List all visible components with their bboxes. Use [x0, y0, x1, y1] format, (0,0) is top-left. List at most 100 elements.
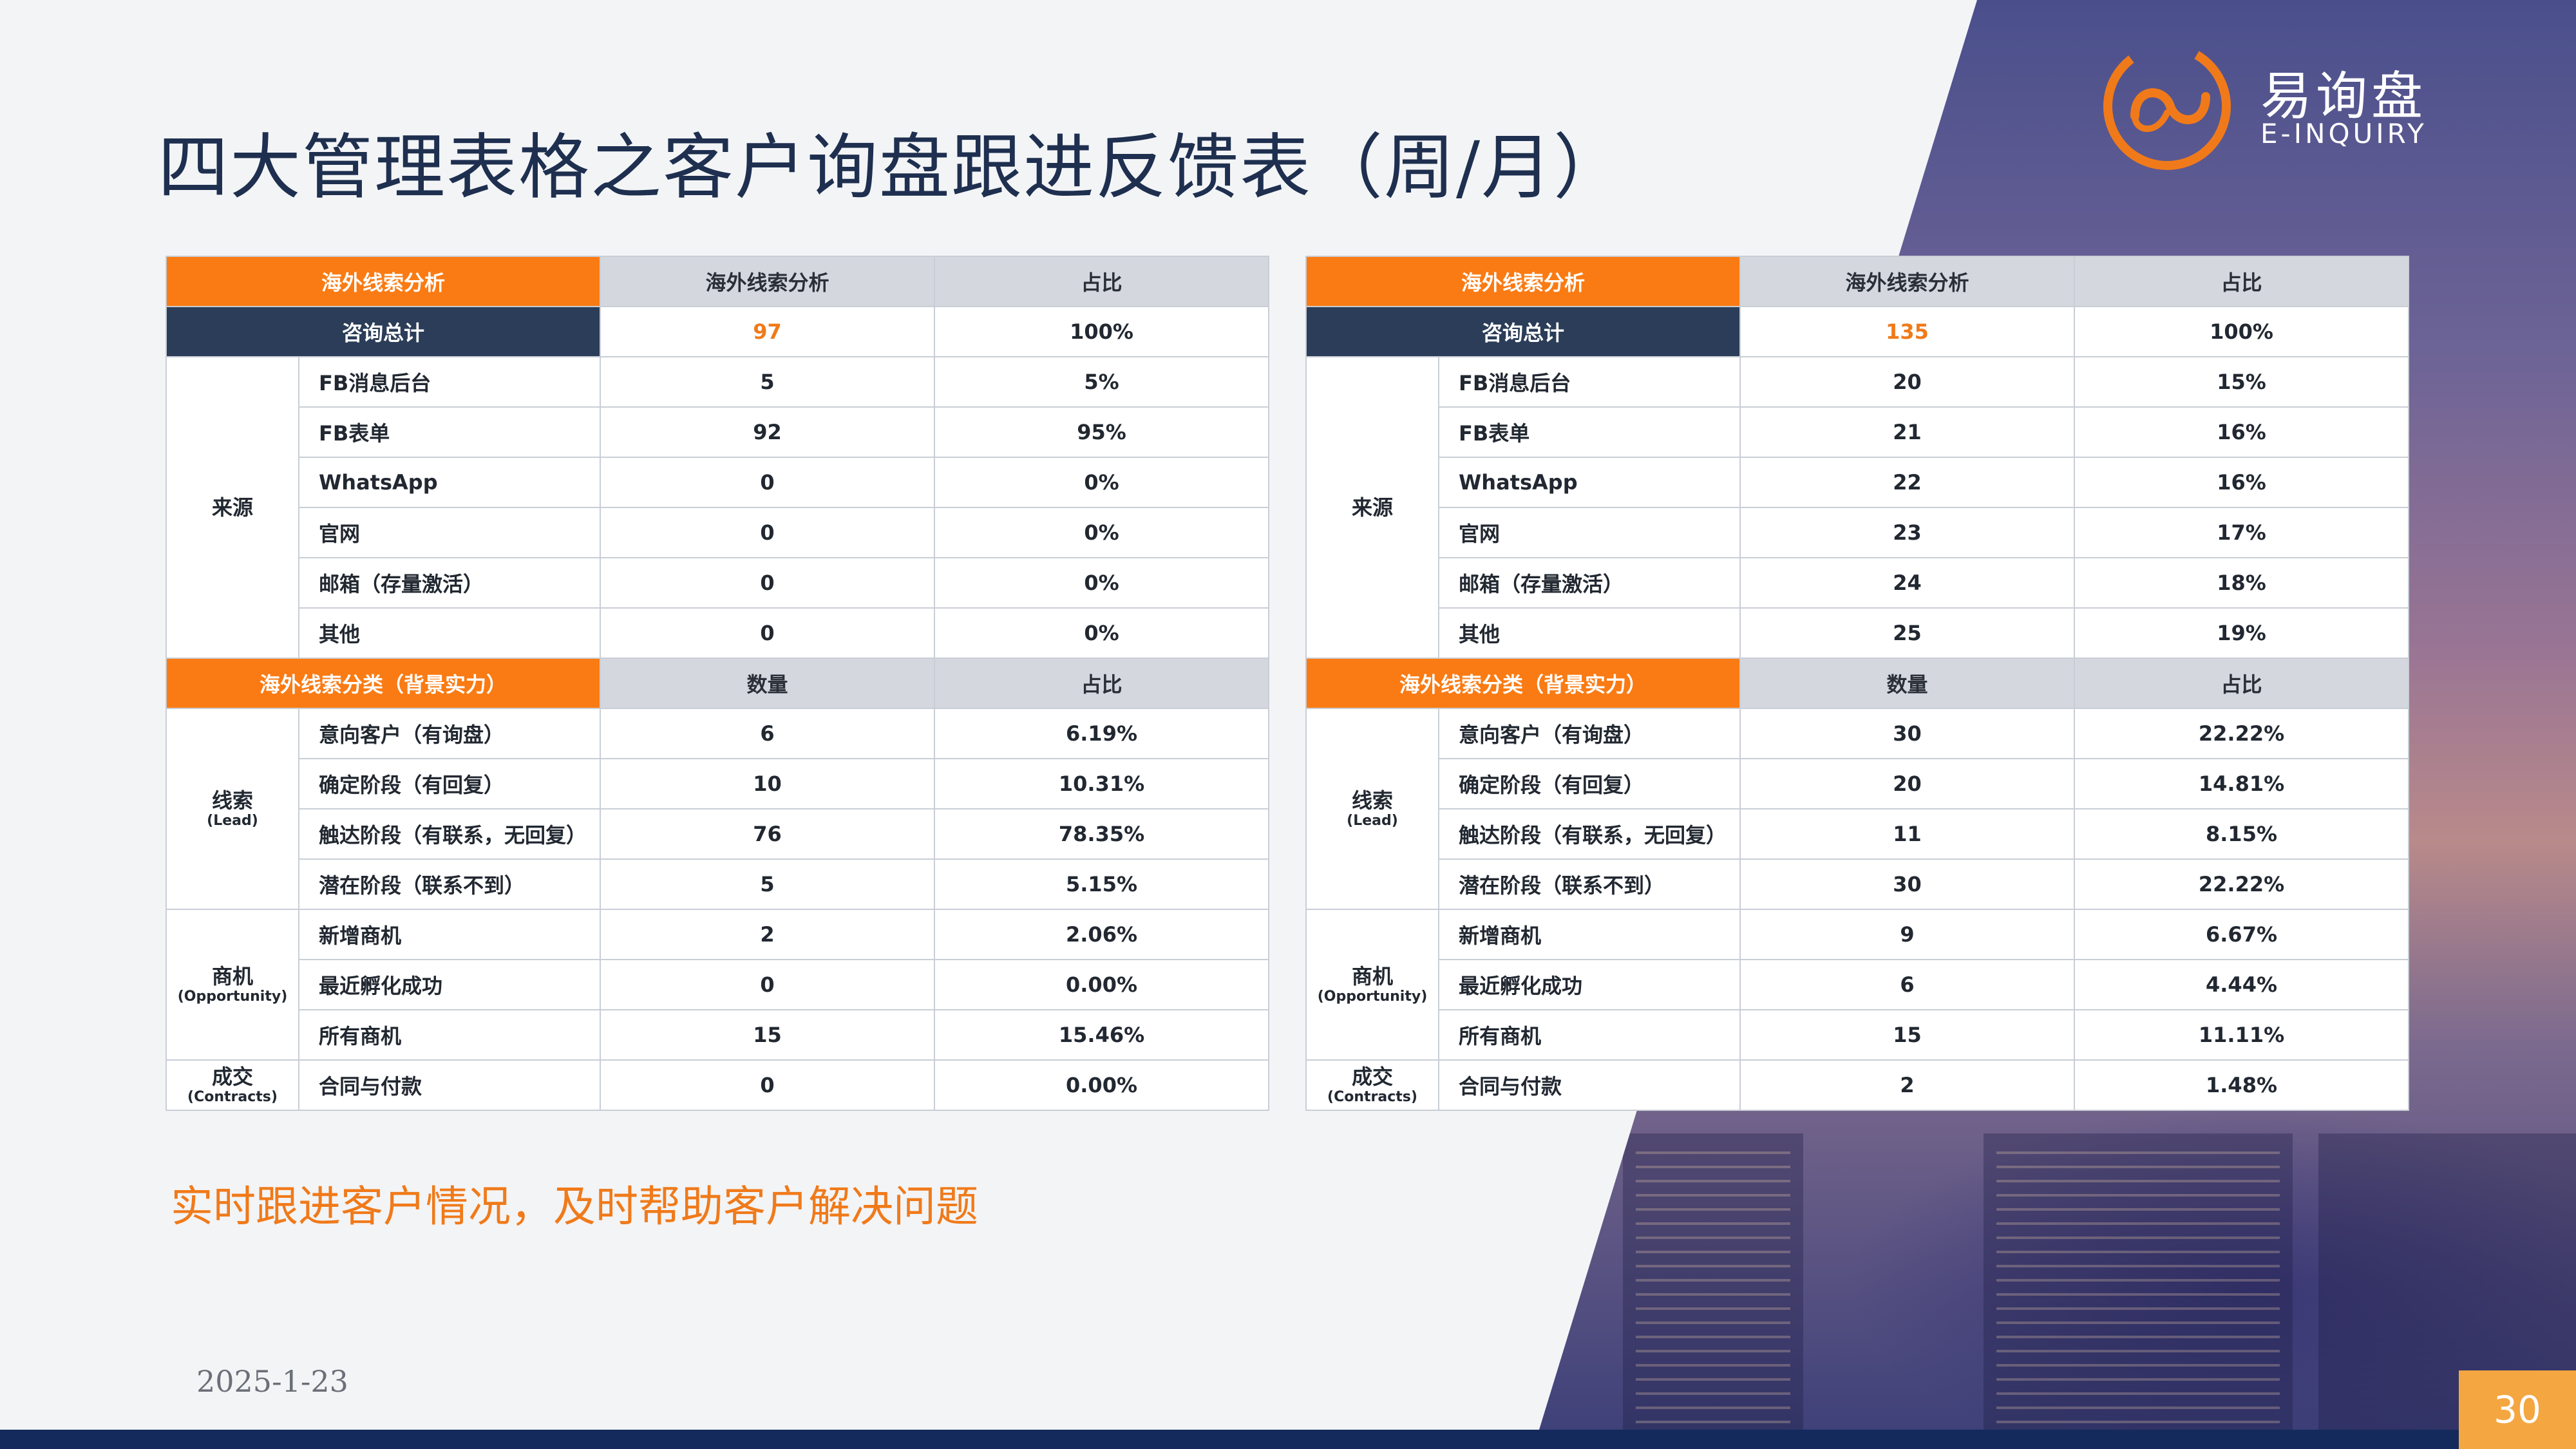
group-title: 成交	[1351, 1064, 1393, 1089]
row-label: FB表单	[1437, 406, 1741, 458]
count-cell: 30	[1739, 708, 2076, 759]
total-row: 咨询总计 135 100%	[1305, 306, 2410, 357]
count-cell: 0	[600, 1059, 936, 1111]
page-number: 30	[2459, 1370, 2576, 1449]
feedback-table-weekly: 海外线索分析 海外线索分析 占比 咨询总计 97 100% 来源 FB消息后台 …	[165, 256, 1270, 1111]
row-label: FB表单	[298, 406, 601, 458]
brand-logo: 易询盘 E-INQUIRY	[2096, 35, 2431, 177]
pct-cell: 18%	[2074, 557, 2410, 609]
row-label: 所有商机	[1437, 1009, 1741, 1061]
pct-cell: 0%	[934, 557, 1270, 609]
section-header-cell: 占比	[2074, 658, 2410, 709]
pct-cell: 4.44%	[2074, 959, 2410, 1010]
table-row: 线索 (Lead) 意向客户（有询盘） 6 6.19%	[166, 708, 1270, 910]
header-cell: 占比	[934, 256, 1270, 307]
row-label: 意向客户（有询盘）	[1437, 708, 1741, 759]
table-row: WhatsApp 0 0%	[166, 457, 1270, 508]
pct-cell: 19%	[2074, 607, 2410, 659]
page-title: 四大管理表格之客户询盘跟进反馈表（周/月）	[158, 126, 1626, 209]
group-subtitle: (Lead)	[1347, 812, 1398, 829]
building-windows	[1636, 1146, 1790, 1423]
count-cell: 5	[600, 356, 936, 408]
table-row: 确定阶段（有回复） 10 10.31%	[166, 758, 1270, 810]
count-cell: 24	[1739, 557, 2076, 609]
table-row: 所有商机 15 15.46%	[166, 1009, 1270, 1061]
group-label-source: 来源	[166, 356, 299, 659]
count-cell: 92	[600, 406, 936, 458]
count-cell: 23	[1739, 507, 2076, 558]
table-row: 来源 FB消息后台 20 15%	[1305, 356, 2410, 659]
group-title: 线索	[211, 788, 253, 813]
pct-cell: 1.48%	[2074, 1059, 2410, 1111]
pct-cell: 14.81%	[2074, 758, 2410, 810]
table-row: 触达阶段（有联系，无回复） 76 78.35%	[166, 808, 1270, 860]
group-title: 线索	[1351, 788, 1393, 813]
pct-cell: 16%	[2074, 457, 2410, 508]
pct-cell: 15.46%	[934, 1009, 1270, 1061]
section-header-cell: 海外线索分类（背景实力）	[165, 658, 601, 709]
pct-cell: 78.35%	[934, 808, 1270, 860]
count-cell: 6	[1739, 959, 2076, 1010]
count-cell: 11	[1739, 808, 2076, 860]
group-label-opportunity: 商机 (Opportunity)	[1305, 909, 1439, 1061]
pct-cell: 22.22%	[2074, 708, 2410, 759]
count-cell: 9	[1739, 909, 2076, 960]
row-label: 确定阶段（有回复）	[298, 758, 601, 810]
count-cell: 15	[1739, 1009, 2076, 1061]
group-subtitle: (Contracts)	[1327, 1088, 1417, 1105]
building-silhouette	[1623, 1133, 1803, 1430]
table-row: 线索 (Lead) 意向客户（有询盘） 30 22.22%	[1305, 708, 2410, 910]
group-title: 成交	[211, 1064, 253, 1089]
row-label: 所有商机	[298, 1009, 601, 1061]
row-label: 官网	[1437, 507, 1741, 558]
group-label-contracts: 成交 (Contracts)	[166, 1059, 299, 1111]
table-row: 其他 25 19%	[1306, 607, 2410, 659]
count-cell: 0	[600, 557, 936, 609]
table-header-row: 海外线索分析 海外线索分析 占比	[1305, 256, 2410, 307]
table-row: 触达阶段（有联系，无回复） 11 8.15%	[1306, 808, 2410, 860]
table-row: FB表单 21 16%	[1306, 406, 2410, 458]
feedback-table-monthly: 海外线索分析 海外线索分析 占比 咨询总计 135 100% 来源 FB消息后台…	[1305, 256, 2410, 1111]
group-subtitle: (Opportunity)	[177, 988, 288, 1005]
pct-cell: 15%	[2074, 356, 2410, 408]
pct-cell: 0%	[934, 507, 1270, 558]
count-cell: 6	[600, 708, 936, 759]
total-label: 咨询总计	[165, 306, 601, 357]
table-row: 商机 (Opportunity) 新增商机 9 6.67%	[1305, 909, 2410, 1061]
row-label: 合同与付款	[1437, 1059, 1741, 1111]
group-subtitle: (Contracts)	[187, 1088, 278, 1105]
row-label: 潜在阶段（联系不到）	[1437, 858, 1741, 910]
row-label: FB消息后台	[298, 356, 601, 408]
table-row: WhatsApp 22 16%	[1306, 457, 2410, 508]
group-label-lead: 线索 (Lead)	[1305, 708, 1439, 910]
row-label: 潜在阶段（联系不到）	[298, 858, 601, 910]
pct-cell: 0%	[934, 607, 1270, 659]
building-windows	[1996, 1146, 2280, 1423]
bottom-bar	[0, 1430, 2576, 1449]
pct-cell: 6.19%	[934, 708, 1270, 759]
pct-cell: 2.06%	[934, 909, 1270, 960]
count-cell: 15	[600, 1009, 936, 1061]
count-cell: 30	[1739, 858, 2076, 910]
pct-cell: 6.67%	[2074, 909, 2410, 960]
logo-text-cn: 易询盘	[2260, 66, 2427, 126]
row-label: WhatsApp	[298, 457, 601, 508]
row-label: 其他	[298, 607, 601, 659]
table-row: 商机 (Opportunity) 新增商机 2 2.06%	[166, 909, 1270, 1061]
total-pct: 100%	[934, 306, 1270, 357]
row-label: 最近孵化成功	[1437, 959, 1741, 1010]
table-row: 官网 23 17%	[1306, 507, 2410, 558]
pct-cell: 16%	[2074, 406, 2410, 458]
section-header-cell: 海外线索分类（背景实力）	[1305, 658, 1741, 709]
count-cell: 0	[600, 607, 936, 659]
pct-cell: 0%	[934, 457, 1270, 508]
count-cell: 0	[600, 959, 936, 1010]
table-row: 来源 FB消息后台 5 5%	[166, 356, 1270, 659]
pct-cell: 95%	[934, 406, 1270, 458]
total-label: 咨询总计	[1305, 306, 1741, 357]
count-cell: 2	[600, 909, 936, 960]
group-label-source: 来源	[1305, 356, 1439, 659]
row-label: 意向客户（有询盘）	[298, 708, 601, 759]
table-row: 其他 0 0%	[166, 607, 1270, 659]
pct-cell: 10.31%	[934, 758, 1270, 810]
